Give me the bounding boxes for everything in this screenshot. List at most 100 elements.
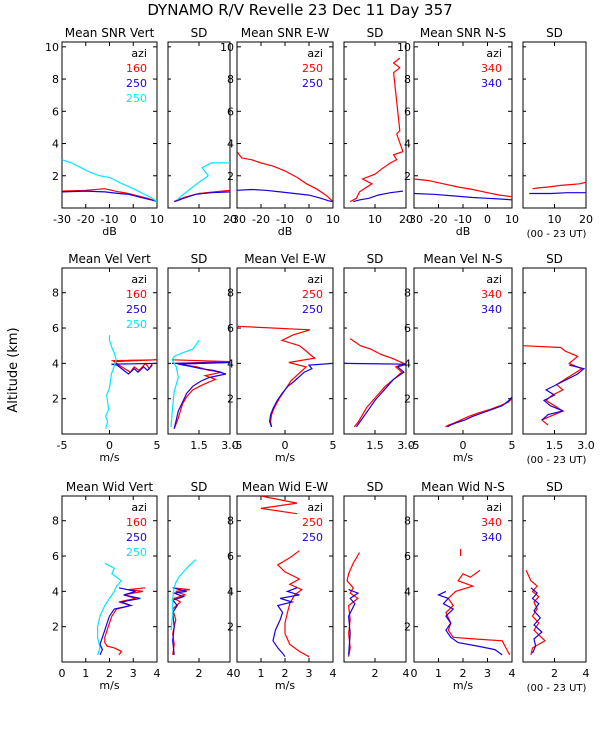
x-tick-label: 4 [583,667,590,680]
x-tick-label: -5 [409,439,420,452]
y-tick-label: 2 [404,393,411,406]
panel-title: SD [546,252,563,266]
series-line-cyan [96,562,123,656]
y-tick-label: 2 [404,621,411,634]
x-tick-label: -30 [53,213,71,226]
panel-wid-ew-sd: SD 2 4 [343,480,410,680]
y-tick-label: 4 [404,357,411,370]
legend-header: azi [307,273,323,286]
x-tick-label: 10 [548,213,562,226]
y-tick-label: 8 [404,287,411,300]
legend-entry: 340 [481,62,502,75]
y-tick-label: 4 [227,138,234,151]
y-tick-label: 4 [52,138,59,151]
series-line-red [237,325,317,428]
y-tick-label: 2 [52,393,59,406]
series-line-red [237,151,333,203]
x-tick-label: 5 [509,439,516,452]
x-tick-label: 0 [411,667,418,680]
y-tick-label: 8 [227,287,234,300]
x-tick-label: 2 [372,667,379,680]
x-tick-label: 0 [234,667,241,680]
time-range-label: (00 - 23 UT) [527,229,587,240]
y-tick-label: 6 [404,550,411,563]
panel-vel-ns: Mean Vel N-S 2 4 6 8 -5 0 5 m/s azi 340 340 [404,252,516,464]
series-line-blue [268,362,333,428]
legend-entry: 250 [126,92,147,105]
x-axis-label: dB [456,225,471,238]
series-line-cyan [176,162,230,201]
y-tick-label: 6 [404,322,411,335]
series-line-red [62,188,157,203]
panel-snr-ew-sd: SD 10 20 [343,26,413,226]
series-line-red [532,181,586,190]
panel-wid-ns-sd: SD 2 4 (00 - 23 UT) [522,480,590,694]
x-tick-label: -10 [101,213,119,226]
series-line-cyan [170,340,200,427]
series-line-red [349,338,406,428]
y-tick-label: 2 [52,170,59,183]
legend-entry: 160 [126,516,147,529]
legend-header: azi [131,273,147,286]
series-line-blue [436,590,503,656]
x-axis-label: dB [102,225,117,238]
y-tick-label: 10 [397,41,411,54]
x-tick-label: 0 [59,667,66,680]
panel-title: Mean SNR N-S [420,26,506,40]
legend-entry: 340 [481,288,502,301]
time-range-label: (00 - 23 UT) [527,455,587,466]
y-tick-label: 6 [227,105,234,118]
series-line-blue [447,396,512,428]
x-tick-label: -5 [57,439,68,452]
x-tick-label: -10 [454,213,472,226]
series-line-cyan [105,335,117,429]
panel-vel-ns-sd: SD 1.5 3.0 (00 - 23 UT) [522,252,595,466]
legend-header: azi [131,47,147,60]
y-axis-label: Altitude (km) [6,327,21,412]
y-tick-label: 4 [52,585,59,598]
x-tick-label: -10 [276,213,294,226]
panel-title: Mean Vel E-W [244,252,326,266]
panel-title: SD [191,480,208,494]
y-tick-label: 6 [52,105,59,118]
legend-header: azi [307,47,323,60]
panel-vel-vert-sd: SD 1.5 3.0 [167,252,239,452]
series-line-blue [529,192,586,195]
y-tick-label: 10 [220,41,234,54]
legend-entry: 250 [126,318,147,331]
legend-entry: 340 [481,77,502,90]
series-line-blue [272,587,300,658]
x-tick-label: -5 [232,439,243,452]
y-tick-label: 6 [52,322,59,335]
series-line-red [104,587,146,656]
y-tick-label: 8 [404,515,411,528]
x-tick-label: 1.5 [190,439,208,452]
panel-title: Mean Vel N-S [423,252,502,266]
x-tick-label: -30 [228,213,246,226]
y-tick-label: 2 [227,393,234,406]
y-tick-label: 4 [227,357,234,370]
x-tick-label: 3.0 [221,439,239,452]
y-tick-label: 6 [227,550,234,563]
series-line-blue [414,192,512,201]
x-tick-label: 5 [154,439,161,452]
y-tick-label: 6 [52,550,59,563]
panel-title: Mean Wid E-W [242,480,328,494]
y-tick-label: 2 [227,170,234,183]
x-tick-label: 2 [551,667,558,680]
x-tick-label: 3.0 [397,439,415,452]
time-range-label: (00 - 23 UT) [527,683,587,694]
legend-header: azi [486,273,502,286]
x-tick-label: 4 [154,667,161,680]
panel-wid-vert-sd: SD 2 4 [167,480,234,680]
panel-frame [167,267,231,435]
series-line-cyan [62,159,157,203]
x-axis-label: m/s [99,451,119,464]
panel-title: SD [191,252,208,266]
x-tick-label: 1 [435,667,442,680]
x-tick-label: 10 [505,213,519,226]
y-tick-label: 8 [52,287,59,300]
x-tick-label: 0 [460,439,467,452]
panel-title: SD [546,26,563,40]
x-axis-label: m/s [99,679,119,692]
